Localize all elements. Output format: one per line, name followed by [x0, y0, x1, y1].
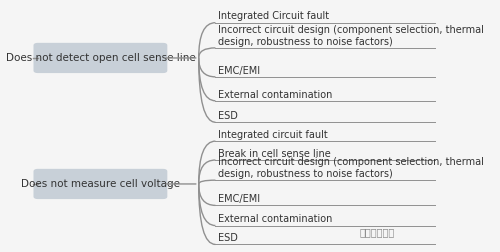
Text: Integrated circuit fault: Integrated circuit fault: [218, 130, 328, 140]
Text: External contamination: External contamination: [218, 214, 332, 224]
Text: Does not detect open cell sense line: Does not detect open cell sense line: [6, 53, 196, 63]
Text: Incorrect circuit design (component selection, thermal
design, robustness to noi: Incorrect circuit design (component sele…: [218, 157, 484, 179]
Text: ESD: ESD: [218, 111, 238, 121]
Text: Incorrect circuit design (component selection, thermal
design, robustness to noi: Incorrect circuit design (component sele…: [218, 25, 484, 47]
Text: Integrated Circuit fault: Integrated Circuit fault: [218, 11, 328, 21]
FancyBboxPatch shape: [34, 43, 168, 73]
Text: EMC/EMI: EMC/EMI: [218, 66, 260, 76]
Text: ESD: ESD: [218, 233, 238, 243]
Text: Break in cell sense line: Break in cell sense line: [218, 149, 330, 159]
Text: EMC/EMI: EMC/EMI: [218, 194, 260, 204]
Text: 汽车电子设计: 汽车电子设计: [360, 227, 395, 237]
Text: Does not measure cell voltage: Does not measure cell voltage: [21, 179, 180, 189]
FancyBboxPatch shape: [34, 169, 168, 199]
Text: External contamination: External contamination: [218, 89, 332, 100]
